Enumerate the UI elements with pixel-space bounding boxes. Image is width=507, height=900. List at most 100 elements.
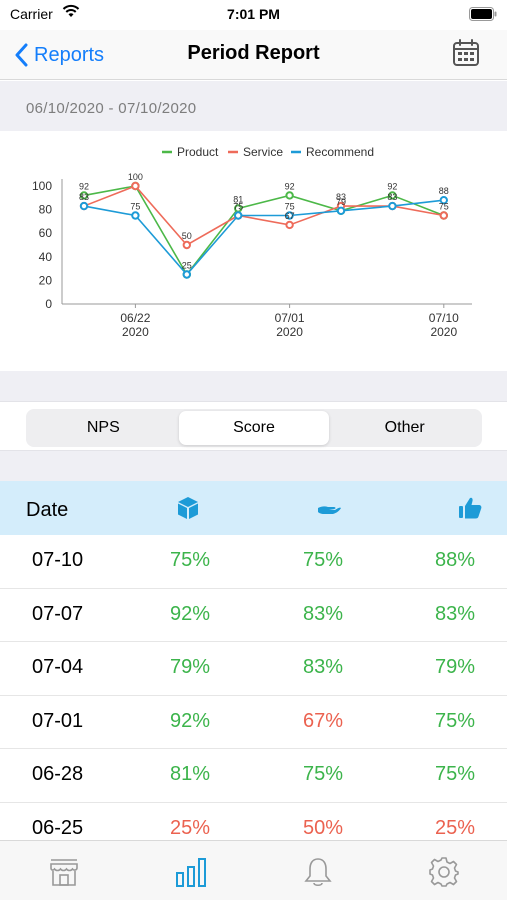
recommend-thumbs-up-icon	[459, 497, 482, 519]
table-row: 07-07 92% 83% 83%	[0, 589, 507, 642]
data-label: 50	[182, 231, 192, 241]
data-label: 92	[285, 181, 295, 191]
score-table: 07-10 75% 75% 88% 07-07 92% 83% 83% 07-04 79% 83% 7…	[0, 535, 507, 840]
data-label: 79	[336, 197, 346, 207]
table-header: Date	[0, 481, 507, 535]
data-label: 81	[233, 194, 243, 204]
date-range-bar: 06/10/2020 - 07/10/2020	[0, 81, 507, 131]
segment-nps[interactable]: NPS	[28, 411, 179, 445]
chevron-left-icon	[15, 43, 28, 67]
segment-label: Other	[384, 419, 425, 436]
recommend-score: 25%	[434, 816, 476, 839]
data-point	[131, 211, 140, 220]
recommend-score: 79%	[434, 656, 476, 678]
legend-label: Product	[177, 145, 219, 159]
y-tick-label: 0	[45, 297, 52, 311]
segmented-control: NPS Score Other	[26, 409, 482, 447]
y-tick-label: 100	[32, 179, 52, 193]
data-point	[439, 211, 448, 220]
back-button[interactable]: Reports	[14, 40, 104, 70]
y-tick-label: 40	[39, 250, 53, 264]
service-score: 75%	[302, 763, 344, 785]
product-score: 81%	[169, 763, 211, 785]
tab-bar	[0, 840, 507, 900]
table-row: 07-01 92% 67% 75%	[0, 696, 507, 749]
segment-label: Score	[233, 419, 275, 436]
battery-icon	[469, 7, 497, 21]
x-tick-label: 07/01	[275, 311, 305, 325]
data-point	[439, 195, 448, 205]
service-score: 83%	[302, 656, 344, 678]
legend-label: Recommend	[306, 145, 374, 159]
product-score: 75%	[169, 549, 211, 571]
data-point	[182, 270, 192, 279]
service-score: 75%	[302, 549, 344, 571]
table-row: 06-28 81% 75% 75%	[0, 749, 507, 803]
y-tick-label: 20	[39, 273, 53, 287]
navigation-bar: Reports Period Report	[0, 30, 507, 80]
back-button-label: Reports	[34, 43, 105, 66]
product-box-icon	[178, 497, 198, 519]
x-tick-label-year: 2020	[430, 325, 457, 339]
recommend-score: 75%	[434, 763, 476, 785]
data-point	[285, 191, 294, 200]
store-icon[interactable]	[47, 855, 81, 889]
product-score: 25%	[169, 816, 211, 839]
data-point	[285, 211, 294, 220]
data-label: 75	[130, 202, 140, 212]
bar-chart-icon[interactable]	[174, 855, 208, 889]
product-score: 92%	[169, 709, 211, 732]
row-date: 07-10	[32, 549, 84, 571]
product-score: 92%	[169, 602, 211, 625]
x-tick-label: 06/22	[120, 311, 150, 325]
date-range-label: 06/10/2020 - 07/10/2020	[26, 100, 197, 117]
segment-label: NPS	[86, 419, 120, 436]
service-score: 83%	[302, 602, 344, 625]
data-point	[388, 191, 397, 200]
wifi-icon	[62, 4, 80, 17]
row-date: 06-28	[32, 763, 84, 785]
data-label: 92	[79, 181, 89, 191]
row-date: 06-25	[32, 816, 84, 839]
data-point	[182, 240, 192, 250]
data-label: 83	[79, 192, 89, 202]
y-tick-label: 60	[39, 226, 53, 240]
row-date: 07-07	[32, 602, 84, 625]
data-point	[388, 201, 397, 211]
data-label: 75	[233, 202, 243, 212]
segment-score[interactable]: Score	[178, 411, 330, 445]
data-point	[336, 206, 346, 215]
data-point	[79, 191, 89, 200]
carrier-label: Carrier	[10, 6, 53, 22]
table-row: 06-25 25% 50% 25%	[0, 803, 507, 841]
data-label: 67	[285, 211, 295, 221]
service-score: 67%	[302, 709, 344, 732]
bell-icon[interactable]	[301, 855, 335, 889]
calendar-icon[interactable]	[451, 38, 481, 68]
segment-container: NPS Score Other	[0, 401, 507, 451]
data-label: 25	[182, 261, 192, 271]
date-column-header: Date	[26, 499, 69, 521]
data-label: 92	[387, 181, 397, 191]
section-spacer	[0, 451, 507, 481]
status-bar: Carrier 7:01 PM	[0, 0, 507, 30]
page-title: Period Report	[187, 42, 320, 64]
data-label: 83	[387, 192, 397, 202]
product-score: 79%	[169, 656, 211, 678]
data-label: 75	[285, 202, 295, 212]
table-row: 07-04 79% 83% 79%	[0, 642, 507, 696]
data-label: 88	[439, 186, 449, 196]
row-date: 07-01	[32, 709, 84, 732]
line-chart: 0 20 40 60 80 100 06/22 2020 07/01 2020 07/10 2020 P…	[0, 131, 507, 371]
recommend-score: 75%	[434, 709, 476, 732]
status-time: 7:01 PM	[227, 6, 280, 22]
segment-other[interactable]: Other	[329, 411, 480, 445]
data-point	[79, 201, 89, 211]
data-label: 75	[439, 202, 449, 212]
section-spacer	[0, 371, 507, 401]
x-tick-label-year: 2020	[276, 325, 303, 339]
gear-icon[interactable]	[427, 855, 461, 889]
x-tick-label: 07/10	[429, 311, 459, 325]
x-tick-label-year: 2020	[122, 325, 149, 339]
data-point	[234, 211, 243, 220]
